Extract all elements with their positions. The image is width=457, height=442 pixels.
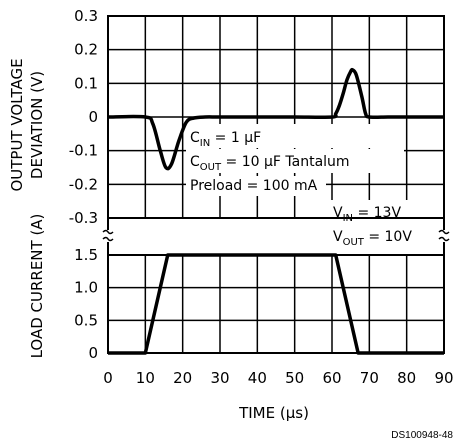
y-tick-label-top: 0.2 xyxy=(74,41,98,59)
x-tick-label: 0 xyxy=(103,369,113,387)
x-tick-label: 40 xyxy=(248,369,267,387)
y-axis-label-bottom: LOAD CURRENT (A) xyxy=(28,214,46,359)
y-tick-label-top: 0.3 xyxy=(74,7,98,25)
y-tick-label-top: -0.1 xyxy=(69,142,98,160)
y-tick-label-bottom: 1.5 xyxy=(74,246,98,264)
y-axis-label-top-line2: DEVIATION (V) xyxy=(28,71,46,179)
plot-frame-bottom xyxy=(108,255,444,353)
x-tick-label: 60 xyxy=(322,369,341,387)
y-axis-label-top-line1: OUTPUT VOLTAGE xyxy=(8,58,26,191)
y-tick-label-top: -0.3 xyxy=(69,209,98,227)
y-tick-label-bottom: 0.5 xyxy=(74,311,98,329)
y-tick-label-top: 0.1 xyxy=(74,74,98,92)
y-tick-label-bottom: 1.0 xyxy=(74,279,98,297)
x-tick-label: 90 xyxy=(434,369,453,387)
x-tick-label: 50 xyxy=(285,369,304,387)
x-tick-label: 10 xyxy=(136,369,155,387)
source-label: DS100948-48 xyxy=(391,430,453,441)
x-tick-label: 20 xyxy=(173,369,192,387)
x-tick-label: 70 xyxy=(360,369,379,387)
x-axis-label: TIME (µs) xyxy=(238,404,309,422)
y-tick-label-bottom: 0 xyxy=(88,344,98,362)
tick-labels: 0.30.20.10-0.1-0.2-0.31.51.00.500 10 20 30 4… xyxy=(69,7,454,387)
annotation-preload: Preload = 100 mA xyxy=(190,178,318,194)
y-tick-label-top: -0.2 xyxy=(69,175,98,193)
y-tick-label-top: 0 xyxy=(88,108,98,126)
series-load-current xyxy=(108,255,444,353)
x-tick-label: 80 xyxy=(397,369,416,387)
x-tick-label: 30 xyxy=(210,369,229,387)
